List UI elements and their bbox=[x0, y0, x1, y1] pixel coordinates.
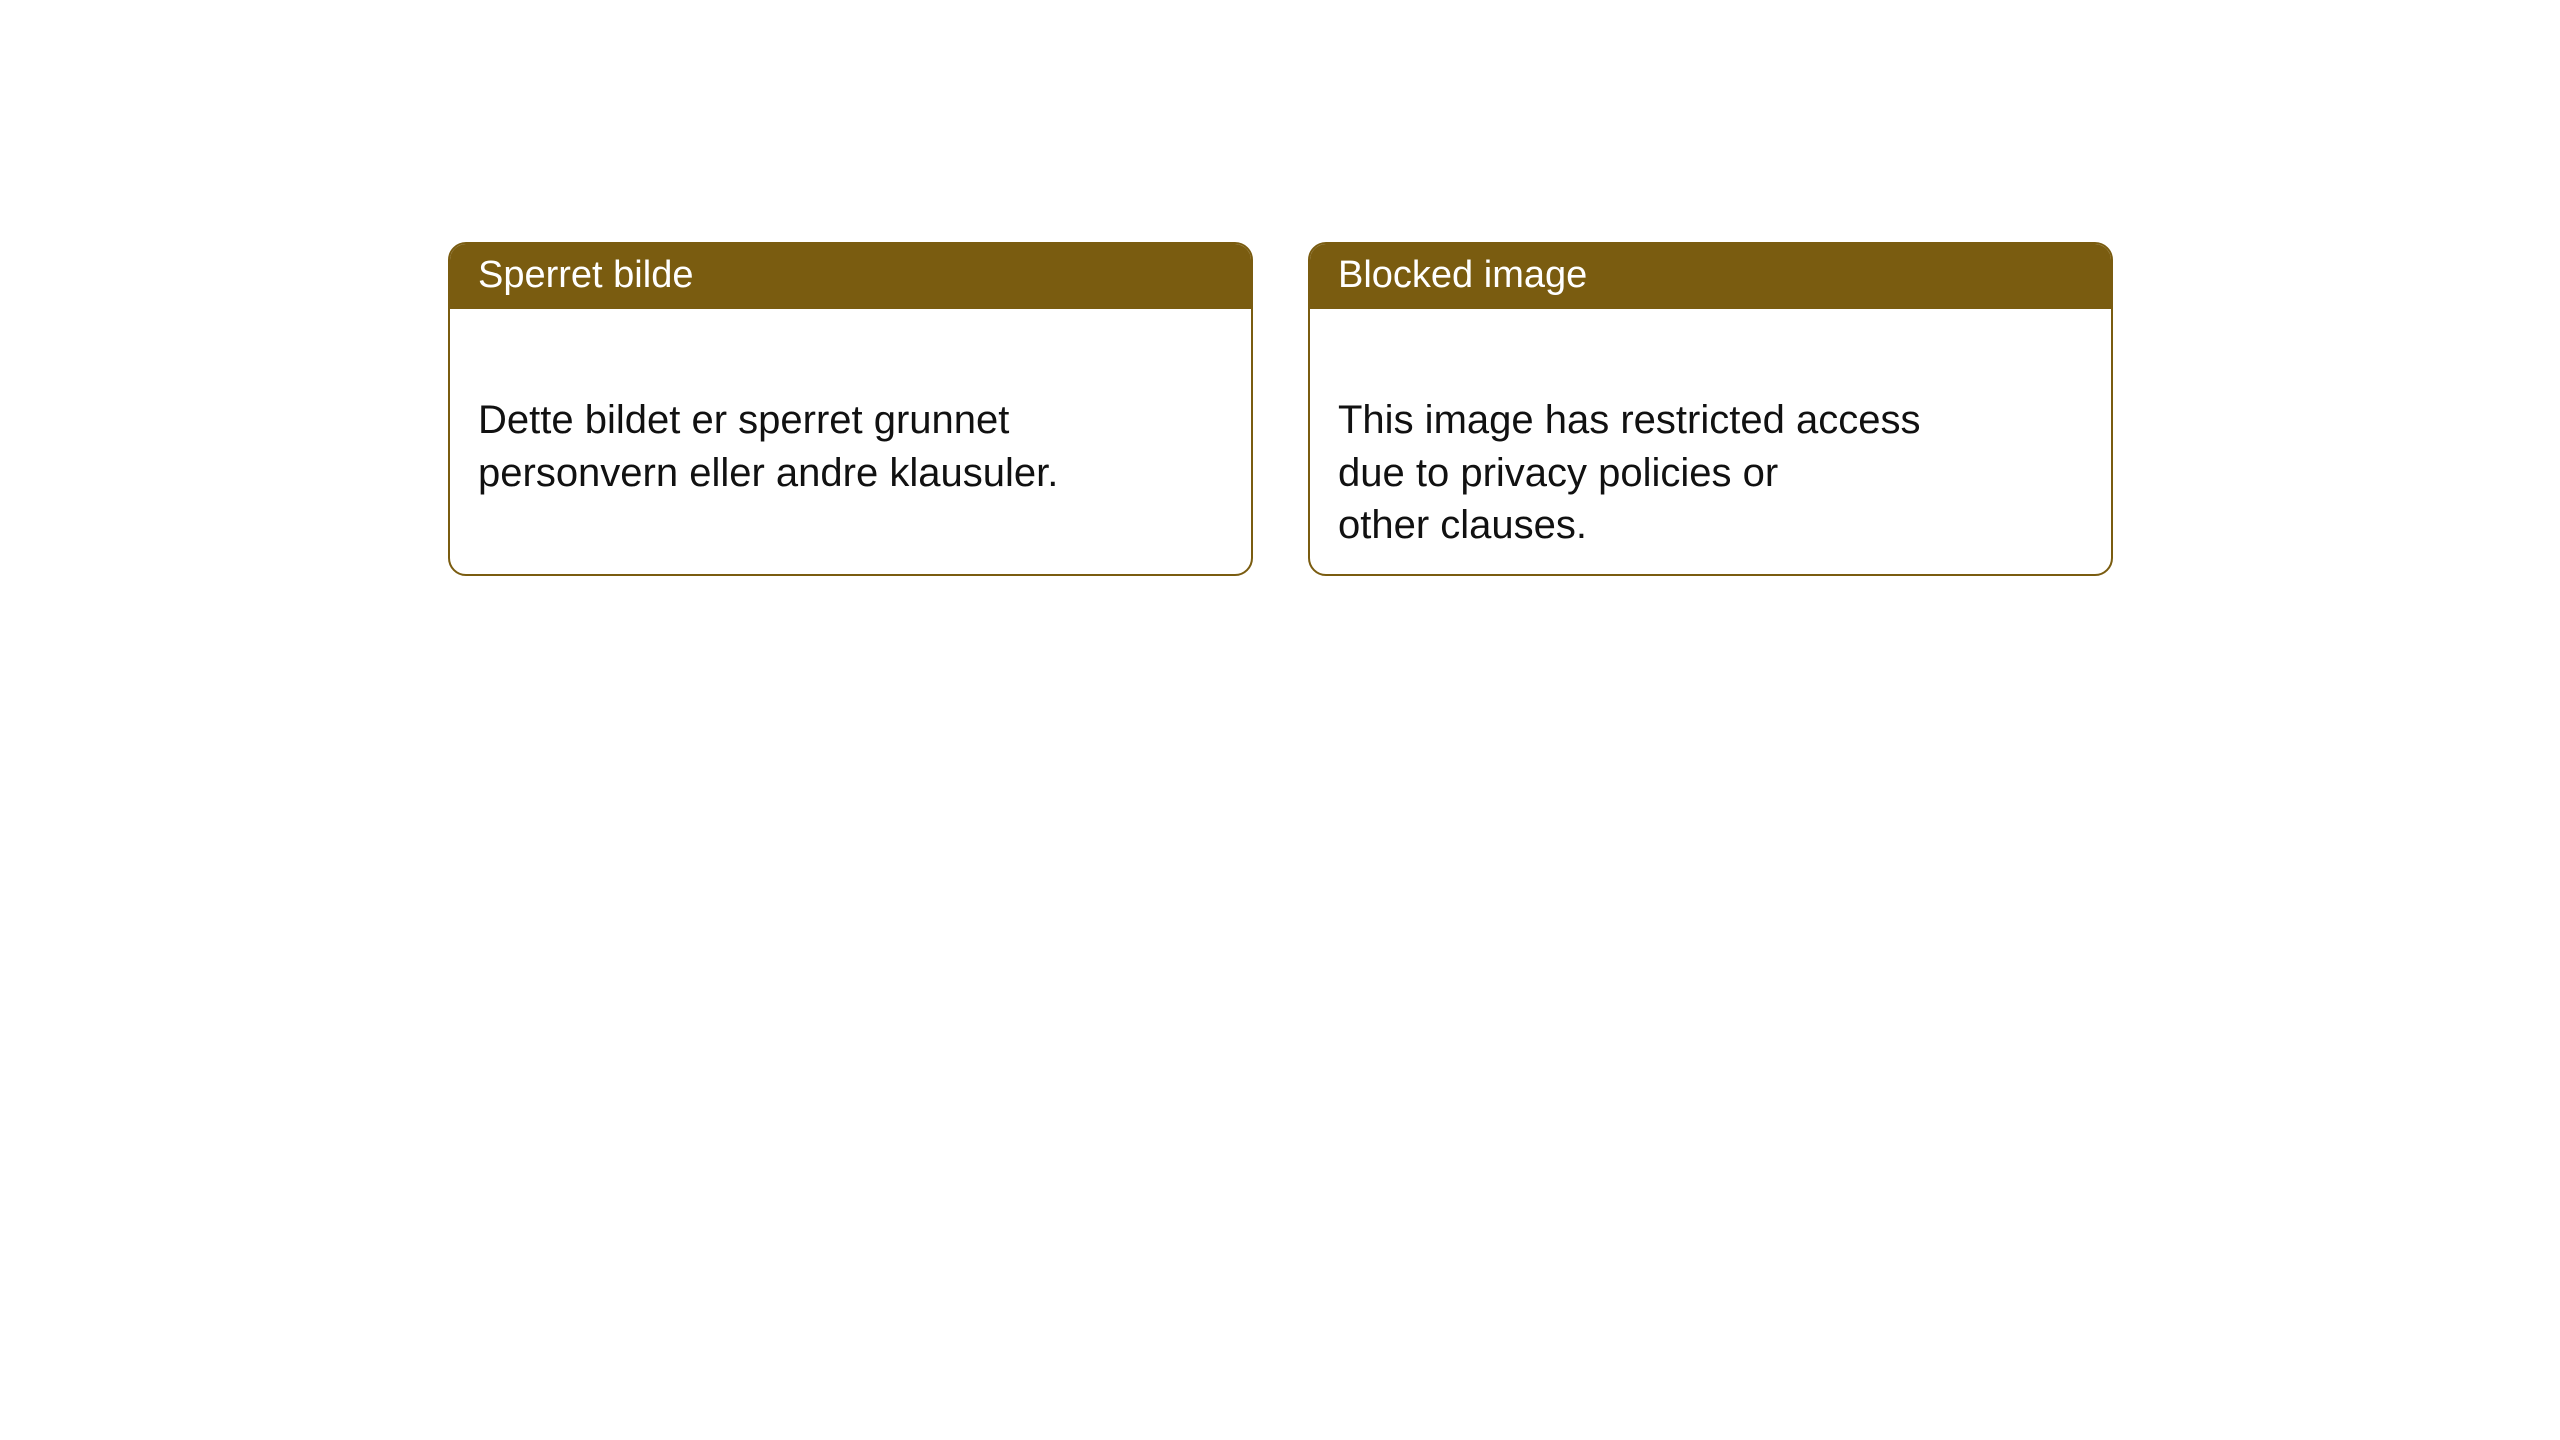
card-title: Sperret bilde bbox=[478, 254, 693, 296]
cards-container: Sperret bilde Dette bildet er sperret gr… bbox=[448, 242, 2113, 576]
card-header: Blocked image bbox=[1310, 244, 2111, 309]
card-body-text: This image has restricted access due to … bbox=[1338, 398, 1920, 548]
card-blocked-image-en: Blocked image This image has restricted … bbox=[1308, 242, 2113, 576]
card-header: Sperret bilde bbox=[450, 244, 1251, 309]
card-title: Blocked image bbox=[1338, 254, 1587, 296]
card-body: Dette bildet er sperret grunnet personve… bbox=[450, 309, 1251, 527]
card-body: This image has restricted access due to … bbox=[1310, 309, 2111, 576]
card-blocked-image-no: Sperret bilde Dette bildet er sperret gr… bbox=[448, 242, 1253, 576]
card-body-text: Dette bildet er sperret grunnet personve… bbox=[478, 398, 1058, 495]
